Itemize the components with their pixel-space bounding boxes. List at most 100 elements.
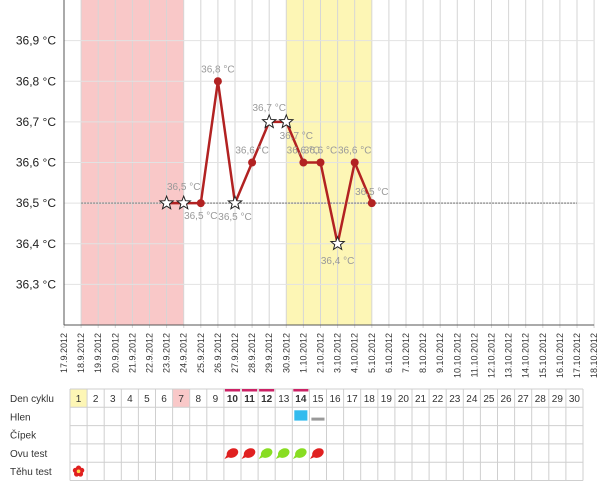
x-tick-label: 13.10.2012 — [504, 333, 514, 378]
day-underline — [259, 389, 275, 392]
day-number: 7 — [178, 394, 184, 405]
flower-petal — [72, 467, 79, 473]
row-label: Hlen — [10, 412, 31, 423]
row-label: Čípek — [10, 429, 37, 442]
point-label: 36,8 °C — [201, 64, 234, 75]
x-tick-label: 4.10.2012 — [350, 333, 360, 373]
x-tick-label: 18.10.2012 — [589, 333, 599, 378]
x-tick-label: 16.10.2012 — [555, 333, 565, 378]
point-label: 36,5 °C — [355, 187, 388, 198]
ovu-test-icon-tail — [275, 454, 283, 460]
row-label: Těhu test — [10, 467, 52, 478]
data-point — [299, 158, 308, 167]
y-tick-label: 36,8 °C — [16, 74, 56, 88]
star-marker — [175, 194, 192, 210]
y-tick-label: 36,6 °C — [16, 156, 56, 170]
point-label: 36,6 °C — [287, 146, 320, 157]
point-label: 36,7 °C — [280, 131, 313, 142]
day-number: 25 — [483, 394, 495, 405]
y-tick-label: 36,9 °C — [16, 34, 56, 48]
data-point — [248, 158, 257, 167]
x-tick-label: 26.9.2012 — [213, 333, 223, 373]
day-number: 2 — [93, 394, 99, 405]
day-number: 28 — [535, 394, 547, 405]
x-tick-label: 22.9.2012 — [145, 333, 155, 373]
y-tick-label: 36,5 °C — [16, 196, 56, 210]
flower-center — [76, 469, 81, 474]
ovu-test-icon-tail — [309, 454, 317, 460]
day-number: 4 — [127, 394, 133, 405]
y-tick-label: 36,7 °C — [16, 115, 56, 129]
row-label: Den cyklu — [10, 394, 54, 405]
x-tick-label: 20.9.2012 — [110, 333, 120, 373]
x-tick-label: 10.10.2012 — [452, 333, 462, 378]
data-point — [316, 158, 325, 167]
x-tick-label: 25.9.2012 — [196, 333, 206, 373]
star-marker — [261, 113, 278, 129]
day-underline — [293, 389, 309, 392]
day-number: 17 — [347, 394, 359, 405]
day-number: 13 — [278, 394, 290, 405]
day-highlight — [172, 389, 190, 408]
day-number: 12 — [261, 394, 273, 405]
temperature-chart: 36,3 °C 36,4 °C 36,5 °C 36,6 °C 36,7 °C 36,8 … — [16, 0, 599, 378]
x-tick-label: 5.10.2012 — [367, 333, 377, 373]
x-tick-label: 7.10.2012 — [401, 333, 411, 373]
day-highlight — [70, 389, 88, 408]
x-tick-label: 19.9.2012 — [93, 333, 103, 373]
point-label: 36,5 °C — [167, 182, 200, 193]
day-number: 5 — [144, 394, 150, 405]
x-tick-label: 17.10.2012 — [572, 333, 582, 378]
x-tick-label: 23.9.2012 — [162, 333, 172, 373]
day-underline — [242, 389, 258, 392]
day-number: 30 — [569, 394, 581, 405]
x-tick-label: 3.10.2012 — [333, 333, 343, 373]
day-number: 20 — [398, 394, 410, 405]
x-tick-label: 18.9.2012 — [76, 333, 86, 373]
point-label: 36,6 °C — [304, 146, 337, 157]
ovu-test-icon-tail — [258, 454, 266, 460]
day-number: 22 — [432, 394, 444, 405]
y-tick-label: 36,3 °C — [16, 277, 56, 291]
day-number: 24 — [466, 394, 478, 405]
x-tick-label: 30.9.2012 — [281, 333, 291, 373]
day-number: 10 — [227, 394, 239, 405]
x-tick-label: 2.10.2012 — [316, 333, 326, 373]
day-number: 6 — [161, 394, 167, 405]
x-tick-label: 8.10.2012 — [418, 333, 428, 373]
day-number: 11 — [244, 394, 255, 405]
x-tick-label: 24.9.2012 — [179, 333, 189, 373]
x-tick-label: 1.10.2012 — [298, 333, 308, 373]
day-number: 9 — [213, 394, 219, 405]
day-number: 23 — [449, 394, 461, 405]
hlen-mark — [311, 417, 325, 421]
point-label: 36,4 °C — [321, 256, 354, 267]
day-number: 18 — [364, 394, 376, 405]
x-tick-label: 28.9.2012 — [247, 333, 257, 373]
ovu-test-icon-tail — [241, 454, 249, 460]
day-number: 19 — [381, 394, 393, 405]
y-tick-label: 36,4 °C — [16, 237, 56, 251]
point-label: 36,6 °C — [338, 146, 371, 157]
day-number: 21 — [415, 394, 427, 405]
flower-icon — [72, 465, 85, 477]
point-label: 36,5 °C — [218, 212, 251, 223]
x-tick-label: 27.9.2012 — [230, 333, 240, 373]
day-number: 8 — [195, 394, 201, 405]
star-marker — [329, 235, 346, 251]
ovu-test-icon-tail — [224, 454, 232, 460]
day-underline — [224, 389, 240, 392]
x-tick-label: 15.10.2012 — [538, 333, 548, 378]
day-number: 3 — [110, 394, 116, 405]
x-tick-label: 29.9.2012 — [264, 333, 274, 373]
ovu-test-icon-tail — [292, 454, 300, 460]
x-tick-label: 9.10.2012 — [435, 333, 445, 373]
star-marker — [158, 194, 175, 210]
data-point — [196, 199, 205, 208]
day-number: 27 — [518, 394, 530, 405]
point-label: 36,6 °C — [235, 146, 268, 157]
day-number: 15 — [312, 394, 324, 405]
day-number: 1 — [76, 394, 82, 405]
day-number: 29 — [552, 394, 564, 405]
x-tick-label: 17.9.2012 — [59, 333, 69, 373]
